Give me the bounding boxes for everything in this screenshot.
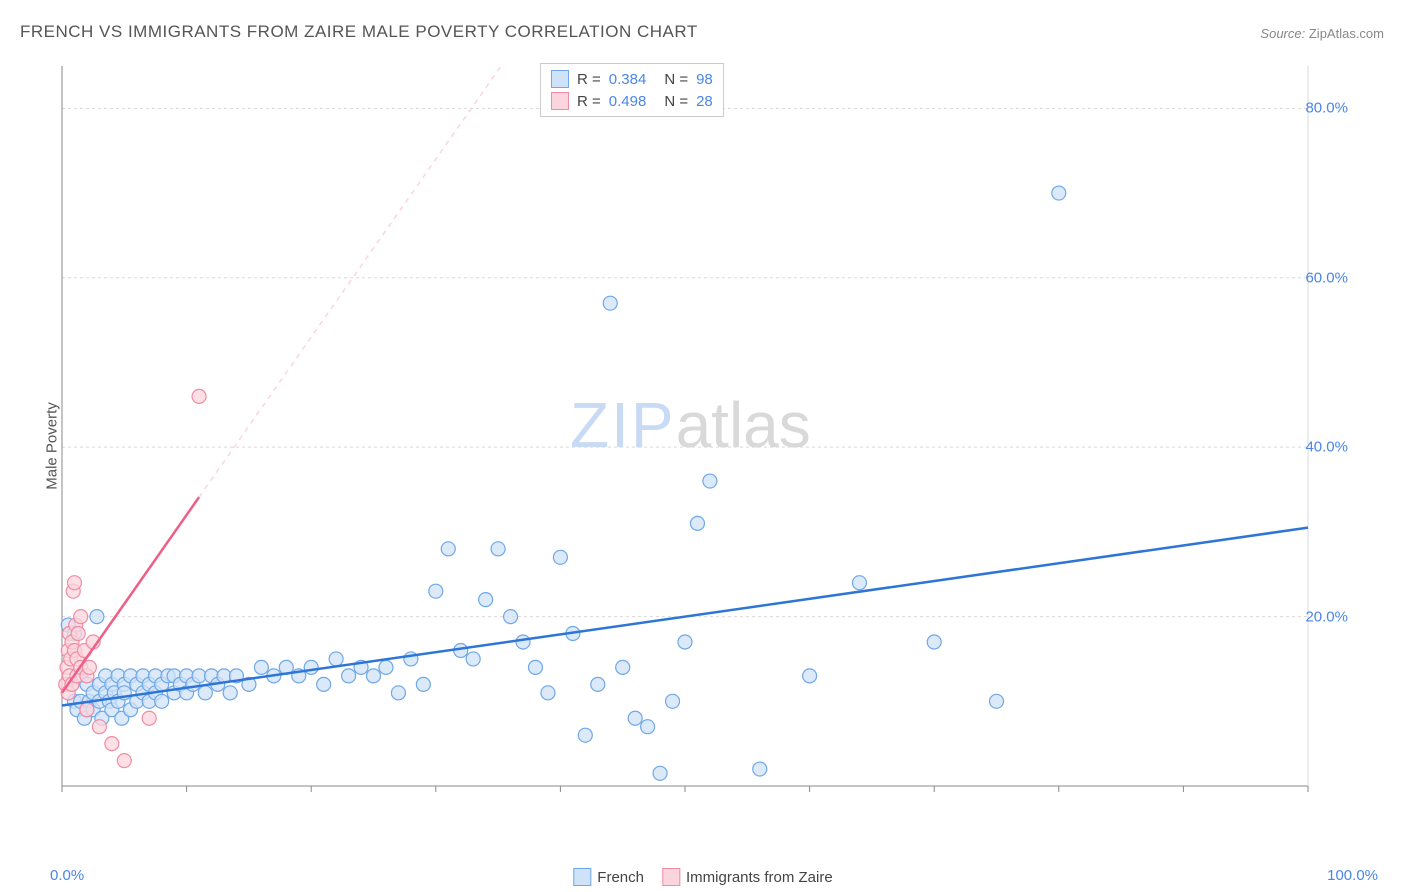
legend-label: Immigrants from Zaire bbox=[686, 869, 833, 886]
y-tick-label: 80.0% bbox=[1305, 100, 1348, 117]
stats-n-label: N = bbox=[664, 93, 688, 110]
correlation-stats-box: R = 0.384 N = 98 R = 0.498 N = 28 bbox=[540, 63, 724, 117]
stats-r-value: 0.384 bbox=[609, 71, 647, 88]
stats-n-value: 28 bbox=[696, 93, 713, 110]
legend-swatch bbox=[573, 868, 591, 886]
legend-swatch bbox=[662, 868, 680, 886]
source-attribution: Source: ZipAtlas.com bbox=[1260, 26, 1384, 41]
stats-r-label: R = bbox=[577, 93, 601, 110]
scatter-chart-svg bbox=[50, 58, 1378, 818]
x-axis-min-label: 0.0% bbox=[50, 867, 84, 884]
source-label: Source: bbox=[1260, 26, 1305, 41]
stats-row: R = 0.498 N = 28 bbox=[551, 90, 713, 112]
stats-n-value: 98 bbox=[696, 71, 713, 88]
legend-item: Immigrants from Zaire bbox=[662, 868, 833, 886]
series-legend: French Immigrants from Zaire bbox=[573, 868, 832, 886]
stats-swatch bbox=[551, 70, 569, 88]
y-tick-label: 60.0% bbox=[1305, 269, 1348, 286]
stats-row: R = 0.384 N = 98 bbox=[551, 68, 713, 90]
legend-item: French bbox=[573, 868, 644, 886]
stats-n-label: N = bbox=[664, 71, 688, 88]
stats-r-value: 0.498 bbox=[609, 93, 647, 110]
y-tick-label: 20.0% bbox=[1305, 608, 1348, 625]
y-tick-label: 40.0% bbox=[1305, 439, 1348, 456]
chart-title: FRENCH VS IMMIGRANTS FROM ZAIRE MALE POV… bbox=[20, 22, 698, 42]
stats-swatch bbox=[551, 92, 569, 110]
chart-plot-area: ZIPatlas R =0.384N =98R =0.498N =28 20.0… bbox=[50, 58, 1378, 818]
stats-r-label: R = bbox=[577, 71, 601, 88]
x-axis-max-label: 100.0% bbox=[1327, 867, 1378, 884]
legend-label: French bbox=[597, 869, 644, 886]
source-name: ZipAtlas.com bbox=[1309, 26, 1384, 41]
